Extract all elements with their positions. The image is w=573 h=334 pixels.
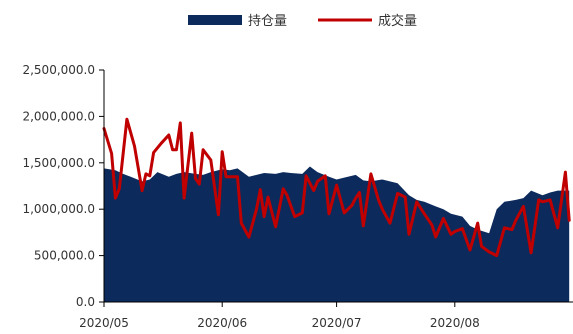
y-tick-label: 1,500,000.0 — [22, 156, 95, 170]
y-tick-label: 500,000.0 — [34, 249, 95, 263]
x-tick-label: 2020/08 — [430, 316, 480, 330]
axes: 0.0 500,000.0 1,000,000.0 1,500,000.0 2,000,… — [22, 63, 573, 330]
x-tick-label: 2020/06 — [197, 316, 247, 330]
legend-label: 持仓量 — [248, 14, 287, 29]
y-tick-label: 2,500,000.0 — [22, 63, 95, 77]
plot-area — [102, 117, 571, 302]
y-tick-label: 1,000,000.0 — [22, 202, 95, 216]
x-tick-label: 2020/05 — [79, 316, 129, 330]
legend-label: 成交量 — [378, 13, 417, 29]
series-line-volume — [102, 117, 571, 258]
y-tick-label: 2,000,000.0 — [22, 109, 95, 123]
legend: 持仓量 成交量 — [188, 13, 417, 29]
y-tick-label: 0.0 — [76, 295, 95, 309]
x-tick-label: 2020/07 — [312, 316, 362, 330]
legend-swatch-area — [188, 15, 242, 25]
